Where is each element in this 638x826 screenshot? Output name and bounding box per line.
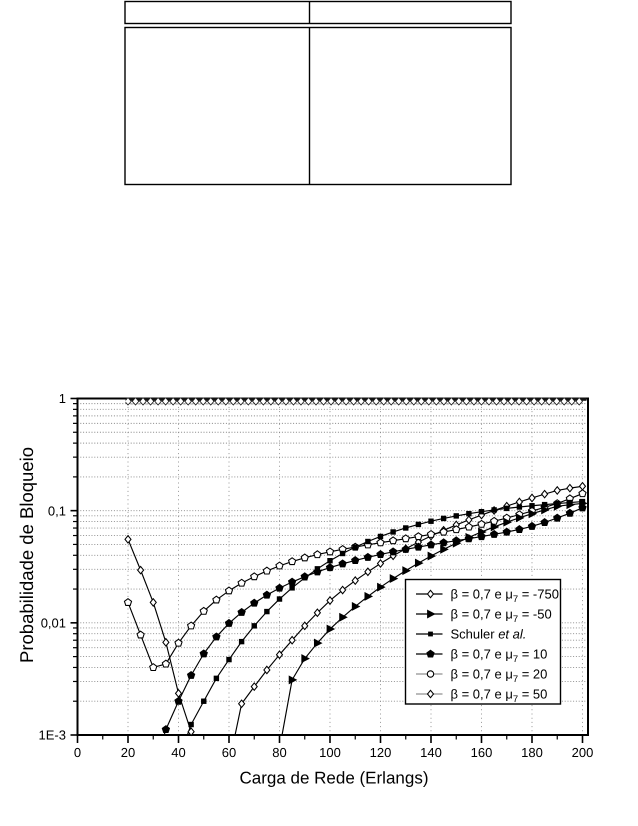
svg-text:Carga de Rede (Erlangs): Carga de Rede (Erlangs) <box>240 769 429 788</box>
svg-text:β = 0,7 e μ7 = -50: β = 0,7 e μ7 = -50 <box>451 607 552 625</box>
svg-text:160: 160 <box>471 745 493 760</box>
svg-text:0,1: 0,1 <box>48 503 66 518</box>
svg-text:80: 80 <box>272 745 286 760</box>
svg-text:β = 0,7 e μ7 = 50: β = 0,7 e μ7 = 50 <box>451 687 548 705</box>
svg-text:Probabilidade de Bloqueio: Probabilidade de Bloqueio <box>16 447 37 663</box>
svg-text:1: 1 <box>59 391 66 406</box>
svg-text:β = 0,7 e μ7 = 20: β = 0,7 e μ7 = 20 <box>451 667 548 685</box>
svg-text:60: 60 <box>222 745 236 760</box>
svg-text:40: 40 <box>171 745 185 760</box>
svg-text:1E-3: 1E-3 <box>39 728 66 743</box>
svg-text:20: 20 <box>121 745 135 760</box>
svg-text:Schuler et al.: Schuler et al. <box>451 627 527 642</box>
svg-text:β = 0,7 e μ7 = 10: β = 0,7 e μ7 = 10 <box>451 647 548 665</box>
svg-text:0: 0 <box>74 745 81 760</box>
svg-text:200: 200 <box>572 745 594 760</box>
svg-text:100: 100 <box>319 745 341 760</box>
svg-text:0,01: 0,01 <box>41 615 66 630</box>
svg-text:180: 180 <box>521 745 543 760</box>
svg-text:120: 120 <box>370 745 392 760</box>
svg-text:β = 0,7 e μ7 = -750: β = 0,7 e μ7 = -750 <box>451 587 559 605</box>
svg-text:140: 140 <box>420 745 442 760</box>
